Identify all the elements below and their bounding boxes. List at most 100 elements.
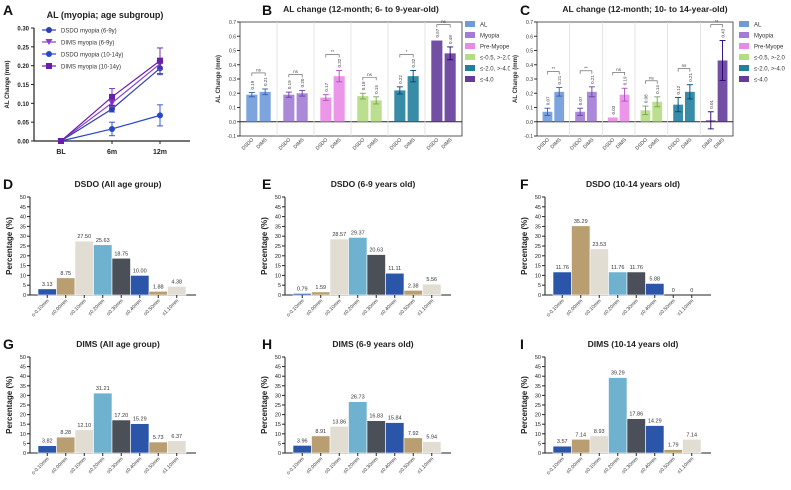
legend-swatch — [739, 76, 749, 82]
histogram-bar — [403, 290, 423, 296]
legend-label: ≤-4.0 — [480, 78, 494, 84]
panel-d-histogram: DSDO (All age group) 0 5 10 15 20 25 30 35 40 45 50… — [5, 179, 196, 318]
y-tick-label: 15 — [20, 422, 26, 428]
bar-value-label: 11.76 — [630, 265, 643, 271]
histogram-bar — [130, 275, 150, 296]
histogram-bar — [422, 283, 442, 296]
y-tick-label: 0.5 — [229, 49, 236, 55]
bar-value-label: 8.91 — [315, 429, 326, 435]
bar-value-label: 0.21 — [263, 77, 268, 86]
panel-letter-g: G — [3, 336, 14, 352]
y-tick-label: 20 — [275, 254, 281, 260]
x-tick-label: ≤0.00mm — [305, 456, 324, 475]
bar-value-label: 7.92 — [408, 431, 419, 437]
bar-value-label: 0.03 — [611, 105, 616, 114]
x-tick-label: DIMS — [582, 137, 596, 151]
bar-value-label: 7.14 — [575, 432, 586, 438]
y-tick-label: 0.6 — [526, 34, 533, 40]
bar — [684, 91, 695, 122]
y-tick-label: 25 — [20, 403, 26, 409]
y-tick-label: 50 — [535, 195, 541, 201]
bar-value-label: 28.57 — [332, 232, 346, 238]
y-tick-label: 5 — [23, 441, 26, 447]
y-tick-label: 0.4 — [229, 63, 236, 69]
y-tick-label: 0.1 — [526, 106, 533, 112]
bar-value-label: 0.14 — [655, 85, 660, 94]
x-tick-label: ≤0.00mm — [50, 456, 69, 475]
histogram-bar — [148, 291, 168, 296]
x-tick-label: ≤0.40mm — [379, 298, 398, 317]
bar-value-label: 0.22 — [398, 75, 403, 84]
y-tick-label: 35 — [535, 384, 541, 390]
y-tick-label: 5 — [23, 283, 26, 289]
y-tick-label: 50 — [20, 355, 26, 361]
significance-bracket — [325, 54, 340, 58]
x-tick-label: ≤0.30mm — [621, 298, 640, 317]
y-tick-label: 45 — [20, 205, 26, 211]
y-axis-label: Percentage (%) — [260, 217, 269, 275]
x-tick-label: ≤0.30mm — [106, 298, 125, 317]
histogram-bar — [292, 293, 312, 296]
y-tick-label: 40 — [535, 215, 541, 221]
bar-value-label: 0.07 — [545, 96, 550, 105]
y-axis-label: AL Change (mm) — [216, 55, 222, 103]
x-tick-label: ≤-0.10mm — [31, 456, 51, 476]
bar-value-label: 5.88 — [649, 276, 660, 282]
legend-swatch — [739, 32, 749, 38]
y-tick-label: 0.7 — [526, 20, 533, 26]
bar-value-label: 23.53 — [592, 242, 606, 248]
significance-label: ns — [256, 67, 262, 72]
x-tick-label: ≤0.50mm — [398, 298, 417, 317]
significance-label: ns — [293, 69, 299, 74]
panel-letter-d: D — [3, 176, 14, 192]
bar-value-label: 16.83 — [369, 414, 383, 420]
legend-label: Myopia — [754, 34, 774, 40]
bar — [296, 93, 308, 122]
y-tick-label: 10 — [535, 432, 541, 438]
histogram-bar — [74, 429, 94, 454]
y-tick-label: 0.15 — [17, 83, 29, 89]
bar-value-label: 3.82 — [42, 439, 53, 445]
bar-value-label: 13.86 — [332, 419, 346, 425]
histogram-bar — [552, 271, 572, 296]
legend-label: Pre-Myope — [754, 45, 784, 51]
x-tick-label: DSDO — [315, 137, 330, 152]
legend-marker — [46, 63, 52, 69]
significance-bracket — [547, 71, 560, 75]
y-tick-label: 35 — [275, 384, 281, 390]
significance-label: ** — [552, 66, 556, 71]
x-tick-label: DSDO — [536, 137, 551, 152]
bar-value-label: 0.19 — [250, 80, 255, 89]
y-tick-label: 0 — [538, 293, 541, 299]
histogram-bar — [663, 449, 683, 454]
bar-value-label: 27.50 — [77, 234, 91, 240]
x-tick-label: ≤-0.10mm — [31, 298, 51, 318]
y-tick-label: 0.25 — [17, 45, 29, 51]
bar-value-label: 0.19 — [287, 80, 292, 89]
y-tick-label: 0 — [278, 293, 281, 299]
histogram-bar — [56, 277, 76, 296]
y-tick-label: 5 — [278, 441, 281, 447]
legend-label: ≤-4.0 — [754, 78, 768, 84]
legend-label: Pre-Myope — [480, 45, 510, 51]
y-tick-label: 45 — [275, 205, 281, 211]
x-tick-label: ≤0.00mm — [565, 298, 584, 317]
bar-value-label: 0.57 — [435, 28, 440, 37]
y-tick-label: 15 — [275, 422, 281, 428]
legend-marker — [46, 51, 52, 57]
significance-bracket — [579, 70, 593, 74]
x-tick-label: ≤0.50mm — [398, 456, 417, 475]
panel-letter-i: I — [520, 336, 524, 352]
x-tick-label: ≤0.10mm — [584, 456, 603, 475]
y-tick-label: 0.2 — [229, 91, 236, 97]
y-tick-label: 0.0 — [229, 120, 236, 126]
data-point — [109, 93, 115, 100]
bar-value-label: 31.21 — [96, 386, 110, 392]
x-tick-label: DIMS — [550, 137, 564, 151]
bar-value-label: 0.01 — [709, 100, 714, 109]
data-point — [157, 57, 163, 64]
bar-value-label: 20.63 — [369, 248, 383, 254]
bar-value-label: 15.29 — [133, 417, 147, 423]
x-tick-label: ≤0.30mm — [621, 456, 640, 475]
bar-value-label: 5.94 — [426, 435, 437, 441]
